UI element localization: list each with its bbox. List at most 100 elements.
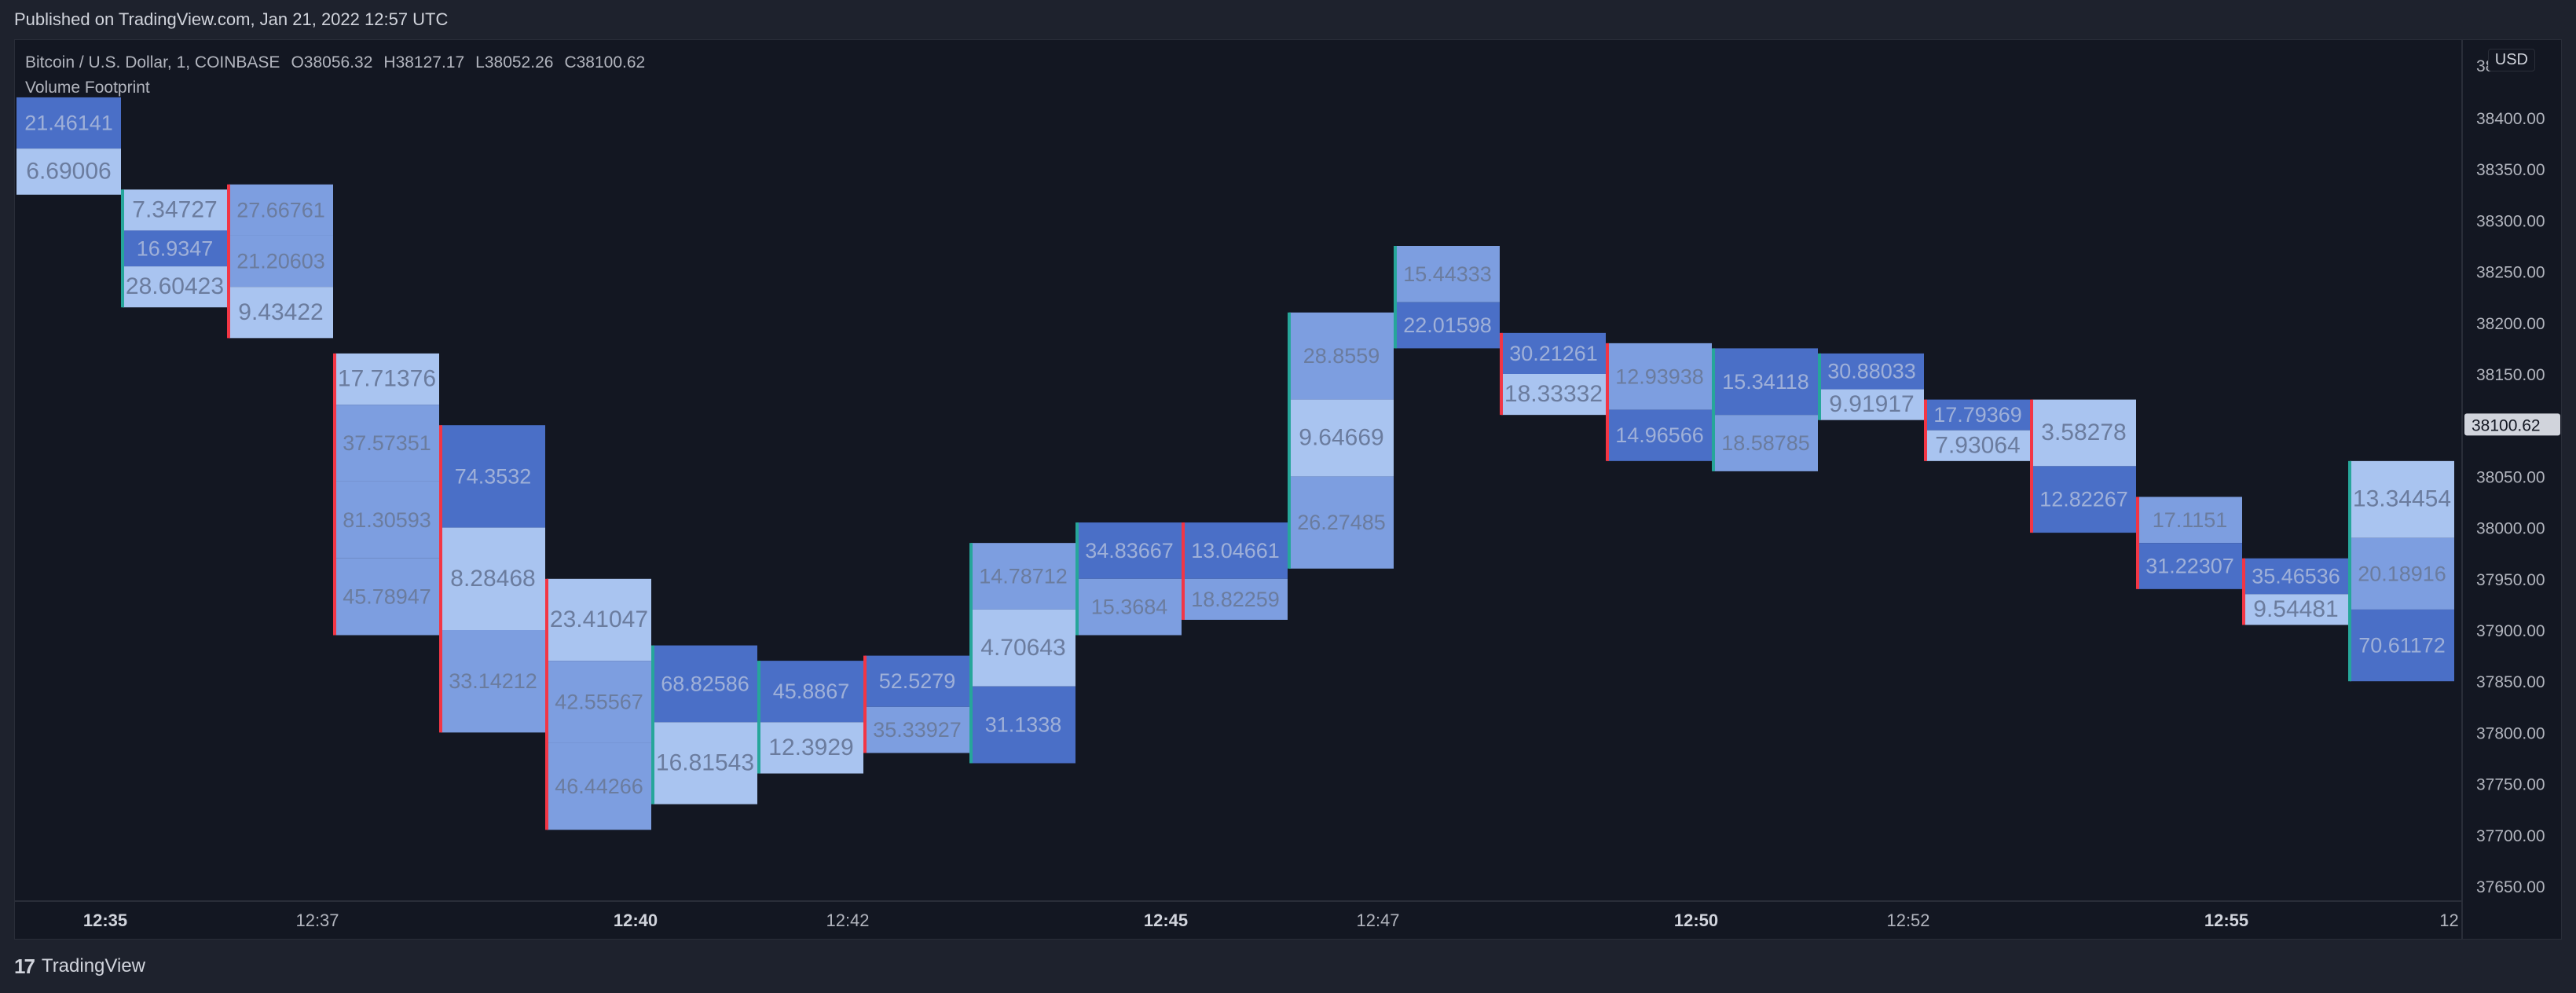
footprint-cell[interactable]: [971, 686, 1075, 764]
footprint-cell[interactable]: [229, 184, 333, 236]
footprint-cell[interactable]: [16, 97, 121, 149]
chart-panel[interactable]: 21.46141 6.69006 7.34727 16.9347 28.60423 27.…: [14, 39, 2562, 940]
footprint-cell[interactable]: [1926, 430, 2030, 461]
footprint-cell[interactable]: [1713, 415, 1818, 471]
bar-direction-edge: [227, 184, 230, 339]
bar-direction-edge: [2242, 558, 2245, 625]
time-tick-label: 12:35: [83, 911, 127, 930]
footprint-cell-value: 22.01598: [1403, 313, 1492, 337]
footprint-cell[interactable]: [1819, 353, 1924, 390]
bar-direction-edge: [1075, 522, 1079, 636]
footprint-cell[interactable]: [335, 481, 439, 559]
footprint-cell[interactable]: [2244, 594, 2348, 625]
footprint-cell-value: 13.04661: [1191, 539, 1280, 562]
footprint-cell-value: 12.93938: [1615, 365, 1704, 388]
footprint-cell[interactable]: [2032, 466, 2136, 533]
footprint-cell[interactable]: [229, 287, 333, 339]
footprint-cell[interactable]: [335, 558, 439, 636]
time-tick-label: 12:50: [1674, 911, 1718, 930]
footprint-cell[interactable]: [441, 425, 545, 528]
brand-name: TradingView: [41, 955, 145, 977]
footprint-cell[interactable]: [2138, 543, 2242, 589]
footprint-cell[interactable]: [653, 645, 757, 723]
time-tick-label: 12:37: [295, 911, 339, 930]
footprint-cell[interactable]: [2244, 558, 2348, 595]
bar-direction-edge: [969, 543, 973, 764]
footprint-cell[interactable]: [2350, 460, 2454, 538]
footprint-cell[interactable]: [1395, 302, 1500, 349]
footprint-cell-value: 26.27485: [1297, 511, 1386, 534]
time-tick-label: 12:52: [1886, 911, 1929, 930]
bar-direction-edge: [1818, 353, 1821, 420]
footprint-cell[interactable]: [1607, 409, 1712, 461]
footprint-cell-value: 4.70643: [980, 635, 1065, 661]
footprint-cell[interactable]: [335, 353, 439, 405]
footprint-cell-value: 28.60423: [126, 273, 224, 299]
footprint-cell-value: 16.81543: [656, 750, 754, 776]
footprint-cell[interactable]: [971, 609, 1075, 687]
bar-direction-edge: [1288, 312, 1291, 569]
footprint-cell-value: 20.18916: [2358, 562, 2446, 585]
footprint-cell[interactable]: [1077, 522, 1182, 579]
footprint-cell[interactable]: [1713, 348, 1818, 416]
footprint-cell[interactable]: [865, 655, 969, 707]
footprint-cell[interactable]: [123, 266, 227, 308]
bar-direction-edge: [1500, 332, 1503, 416]
footprint-cell-value: 8.28468: [450, 566, 535, 592]
footprint-cell[interactable]: [547, 661, 651, 743]
footprint-cell-value: 15.3684: [1091, 595, 1168, 619]
footprint-cell[interactable]: [1395, 246, 1500, 302]
footprint-cell[interactable]: [1819, 389, 1924, 420]
footprint-cell[interactable]: [1501, 374, 1606, 416]
footprint-cell[interactable]: [1289, 399, 1394, 477]
footprint-cell[interactable]: [547, 578, 651, 661]
footprint-cell[interactable]: [1926, 399, 2030, 431]
footprint-cell-value: 9.91917: [1829, 391, 1914, 417]
bar-direction-edge: [333, 353, 336, 636]
footprint-cell[interactable]: [1607, 343, 1712, 410]
footprint-cell[interactable]: [759, 661, 863, 723]
footprint-cell-value: 16.9347: [137, 236, 214, 260]
footprint-cell[interactable]: [1289, 312, 1394, 400]
footprint-cell[interactable]: [2032, 399, 2136, 467]
currency-button[interactable]: USD: [2487, 49, 2535, 71]
bar-direction-edge: [1182, 522, 1185, 620]
footprint-cell-value: 31.1338: [985, 713, 1062, 737]
price-tick-label: 37700.00: [2476, 827, 2545, 845]
footprint-cell[interactable]: [123, 189, 227, 231]
footprint-cell[interactable]: [441, 527, 545, 630]
footprint-cell[interactable]: [653, 722, 757, 804]
footprint-cell[interactable]: [2138, 496, 2242, 544]
footprint-cell[interactable]: [2350, 537, 2454, 610]
footprint-cell[interactable]: [1183, 578, 1288, 620]
footprint-cell-value: 6.69006: [26, 158, 111, 184]
footprint-cell-value: 74.3532: [455, 464, 532, 488]
footprint-chart[interactable]: 21.46141 6.69006 7.34727 16.9347 28.60423 27.…: [15, 40, 2563, 940]
price-tick-label: 38400.00: [2476, 110, 2545, 128]
footprint-cell[interactable]: [441, 630, 545, 733]
indicator-title[interactable]: Volume Footprint: [25, 79, 150, 97]
open-value: 38056.32: [303, 53, 373, 71]
footprint-cell-value: 9.43422: [238, 299, 323, 325]
footprint-cell-value: 23.41047: [550, 606, 648, 632]
footprint-cell[interactable]: [123, 230, 227, 267]
footprint-cell-value: 9.54481: [2253, 596, 2338, 622]
footprint-cell[interactable]: [229, 235, 333, 288]
footprint-cell[interactable]: [1501, 332, 1606, 374]
symbol-title[interactable]: Bitcoin / U.S. Dollar, 1, COINBASE: [25, 53, 280, 71]
footprint-cell[interactable]: [547, 742, 651, 830]
footprint-cell[interactable]: [335, 405, 439, 482]
footprint-cell[interactable]: [1289, 476, 1394, 569]
footprint-cell[interactable]: [865, 706, 969, 753]
footprint-cell[interactable]: [971, 543, 1075, 610]
footprint-cell[interactable]: [1183, 522, 1288, 579]
footprint-cell[interactable]: [759, 722, 863, 774]
price-tick-label: 38200.00: [2476, 315, 2545, 333]
brand[interactable]: 17 TradingView: [14, 955, 145, 979]
footprint-cell[interactable]: [1077, 578, 1182, 636]
price-tick-label: 37750.00: [2476, 776, 2545, 794]
footprint-cell[interactable]: [16, 148, 121, 195]
low-value: 38052.26: [484, 53, 554, 71]
footprint-cell-value: 28.8559: [1303, 344, 1380, 368]
footprint-cell[interactable]: [2350, 609, 2454, 682]
